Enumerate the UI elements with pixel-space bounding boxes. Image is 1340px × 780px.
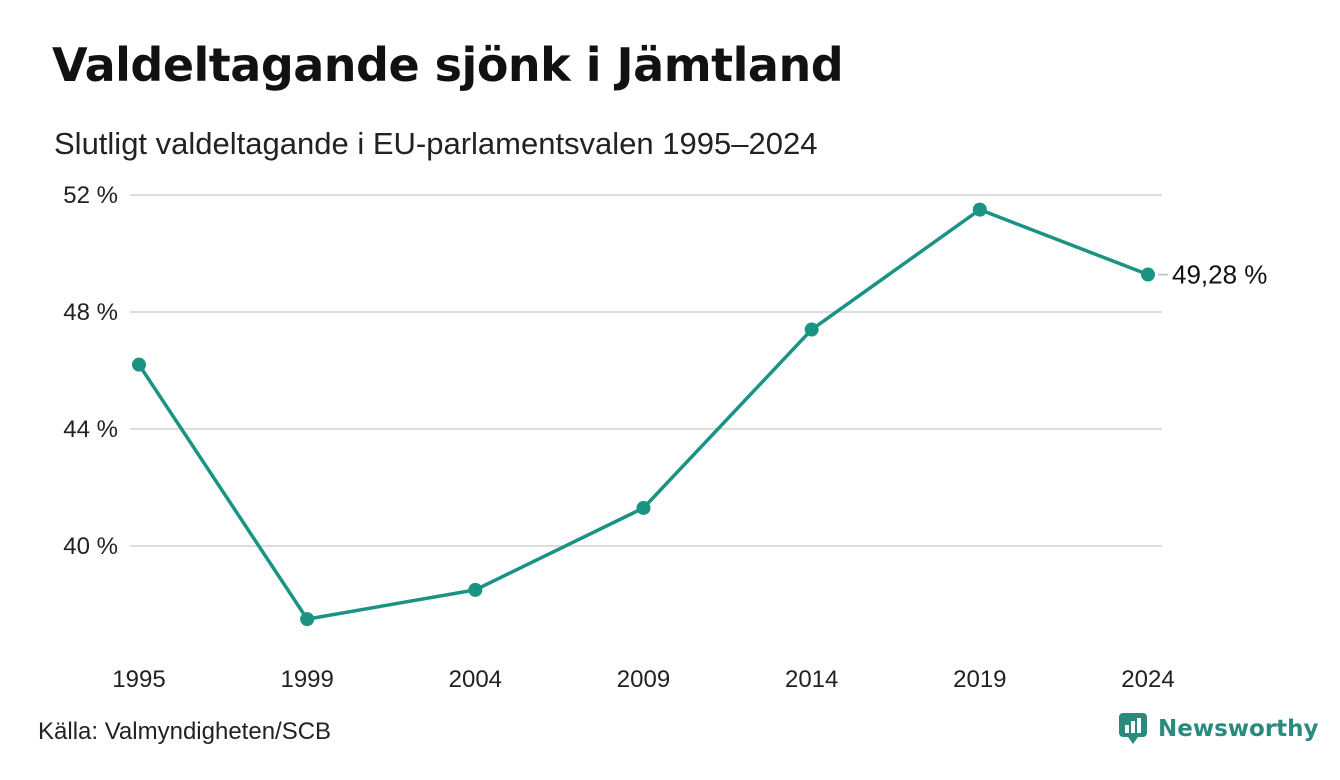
gridlines <box>130 194 1162 547</box>
data-point <box>132 357 146 372</box>
y-tick-label: 44 % <box>63 416 118 443</box>
series-line-group <box>137 207 1150 621</box>
newsworthy-logo-icon <box>1119 713 1147 744</box>
x-tick-label: 2014 <box>785 666 838 693</box>
x-tick-label: 1999 <box>280 666 333 693</box>
data-point <box>1141 267 1155 282</box>
x-axis-ticks: 1995 1999 2004 2009 2014 2019 2024 <box>112 666 1174 693</box>
x-tick-label: 1995 <box>112 666 165 693</box>
y-tick-label: 52 % <box>63 182 118 209</box>
data-point <box>972 202 987 217</box>
x-tick-label: 2019 <box>953 666 1006 693</box>
data-point <box>636 500 651 515</box>
source-note: Källa: Valmyndigheten/SCB <box>38 718 332 745</box>
line-chart: 40 % 44 % 48 % 52 % 1995 1999 2004 2009 2014 201… <box>63 182 1267 693</box>
data-point <box>804 322 819 337</box>
x-tick-label: 2004 <box>449 666 502 693</box>
data-points <box>132 202 1155 627</box>
end-label-group: 49,28 % <box>1158 260 1267 290</box>
chart-subtitle: Slutligt valdeltagande i EU-parlamentsva… <box>54 126 818 161</box>
data-point <box>300 612 315 627</box>
y-tick-label: 40 % <box>63 533 118 560</box>
series-line <box>137 207 1150 621</box>
end-value-label: 49,28 % <box>1172 260 1267 290</box>
chart-title: Valdeltagande sjönk i Jämtland <box>52 38 844 92</box>
data-point <box>468 582 483 597</box>
y-tick-label: 48 % <box>63 299 118 326</box>
x-tick-label: 2024 <box>1121 666 1174 693</box>
x-tick-label: 2009 <box>617 666 670 693</box>
y-axis-ticks: 40 % 44 % 48 % 52 % <box>63 182 118 560</box>
brand-logo: Newsworthy <box>1118 712 1319 746</box>
brand-name: Newsworthy <box>1158 716 1319 742</box>
